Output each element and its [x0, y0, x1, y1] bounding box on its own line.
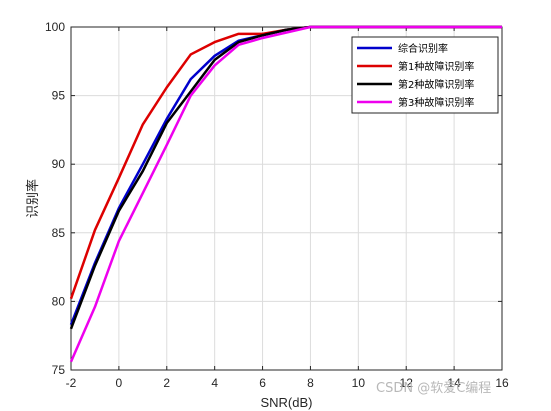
y-tick-labels: 75 80 85 90 95 100	[45, 20, 65, 377]
x-tick-label: 12	[400, 376, 414, 390]
x-tick-label: 6	[259, 376, 266, 390]
legend-box	[351, 36, 499, 114]
x-tick-label: 16	[495, 376, 509, 390]
y-tick-label: 75	[52, 363, 66, 377]
x-tick-label: 10	[352, 376, 366, 390]
x-tick-label: 2	[163, 376, 170, 390]
tick-marks	[70, 26, 503, 371]
x-tick-label: -2	[66, 376, 77, 390]
y-tick-label: 100	[45, 20, 65, 34]
series-line-4	[69, 25, 502, 363]
legend-label: 第3种故障识别率	[398, 96, 474, 109]
x-axis-label: SNR(dB)	[260, 395, 312, 410]
y-tick-label: 80	[52, 294, 66, 308]
y-tick-label: 90	[52, 157, 66, 171]
x-tick-label: 8	[307, 376, 314, 390]
legend-label: 第1种故障识别率	[398, 60, 474, 73]
legend-label: 综合识别率	[398, 42, 448, 55]
y-axis-label: 识别率	[25, 179, 40, 218]
watermark-text: CSDN @软爱C编程	[376, 381, 491, 396]
x-tick-label: 4	[211, 376, 218, 390]
x-tick-label: 0	[116, 376, 123, 390]
y-tick-label: 95	[52, 89, 66, 103]
y-tick-label: 85	[52, 226, 66, 240]
x-tick-labels: -2 0 2 4 6 8 10 12 14 16	[66, 376, 509, 390]
legend-label: 第2种故障识别率	[398, 78, 474, 91]
plot-area-frame	[70, 26, 503, 371]
x-tick-label: 14	[447, 376, 461, 390]
series-lines	[69, 25, 502, 363]
